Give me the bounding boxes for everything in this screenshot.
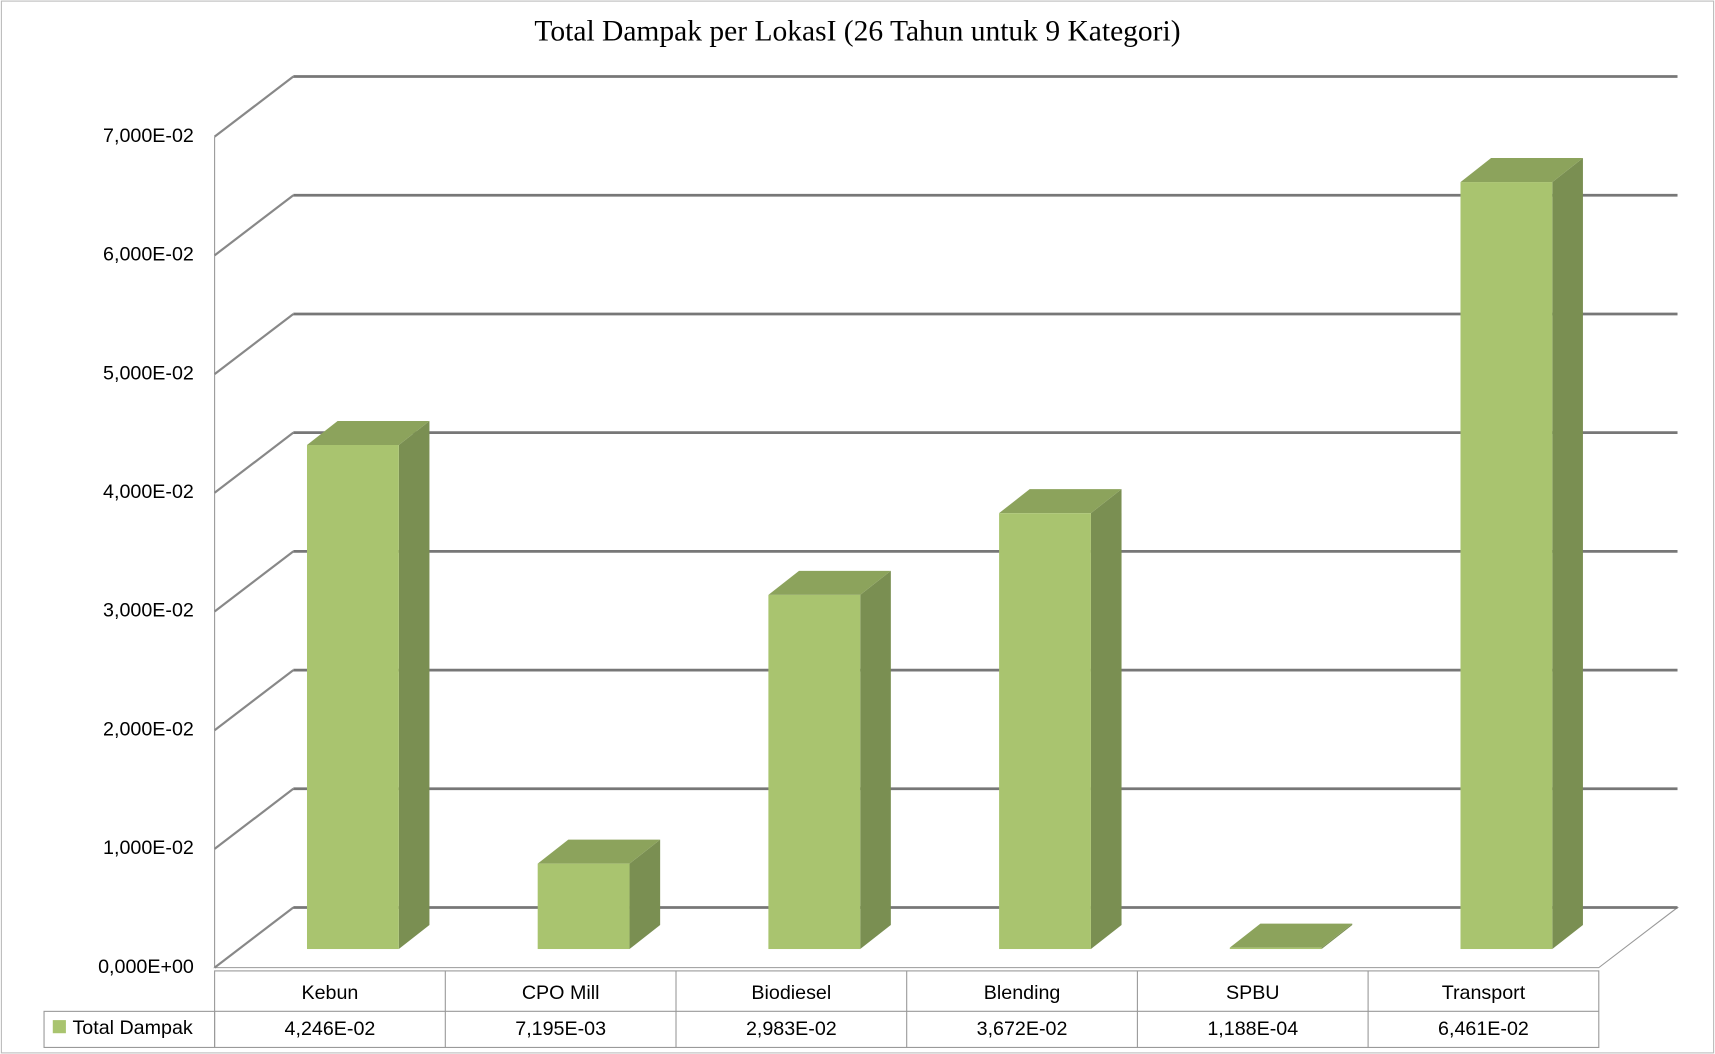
legend-label: Total Dampak bbox=[72, 1017, 192, 1039]
legend-swatch bbox=[53, 1020, 66, 1033]
bar bbox=[1230, 948, 1322, 949]
y-tick-label: 4,000E-02 bbox=[103, 481, 194, 503]
chart: Total Dampak per LokasI (26 Tahun untuk … bbox=[0, 0, 1715, 1054]
x-tick-label: Kebun bbox=[302, 982, 359, 1004]
y-tick-label: 6,000E-02 bbox=[103, 244, 194, 266]
bar bbox=[999, 513, 1091, 949]
y-tick-label: 1,000E-02 bbox=[103, 837, 194, 859]
bar bbox=[768, 595, 860, 949]
table-value: 1,188E-04 bbox=[1207, 1018, 1298, 1040]
x-tick-label: Biodiesel bbox=[751, 982, 831, 1004]
bar-side bbox=[1552, 158, 1583, 949]
bar bbox=[307, 445, 399, 949]
table-value: 3,672E-02 bbox=[977, 1018, 1068, 1040]
table-value: 2,983E-02 bbox=[746, 1018, 837, 1040]
table-value: 7,195E-03 bbox=[515, 1018, 606, 1040]
table-value: 4,246E-02 bbox=[285, 1018, 376, 1040]
y-tick-label: 5,000E-02 bbox=[103, 362, 194, 384]
y-tick-label: 2,000E-02 bbox=[103, 718, 194, 740]
chart-title: Total Dampak per LokasI (26 Tahun untuk … bbox=[534, 16, 1180, 48]
y-tick-label: 0,000E+00 bbox=[98, 956, 194, 978]
x-tick-label: Blending bbox=[984, 982, 1061, 1004]
table-value: 6,461E-02 bbox=[1438, 1018, 1529, 1040]
bar bbox=[538, 864, 630, 949]
x-tick-label: Transport bbox=[1442, 982, 1526, 1004]
bar-side bbox=[860, 571, 891, 949]
y-tick-label: 7,000E-02 bbox=[103, 125, 194, 147]
bar-side bbox=[399, 421, 430, 949]
bar-side bbox=[1091, 489, 1122, 949]
x-tick-label: SPBU bbox=[1226, 982, 1280, 1004]
x-tick-label: CPO Mill bbox=[522, 982, 600, 1004]
bar bbox=[1460, 182, 1552, 949]
y-tick-label: 3,000E-02 bbox=[103, 600, 194, 622]
